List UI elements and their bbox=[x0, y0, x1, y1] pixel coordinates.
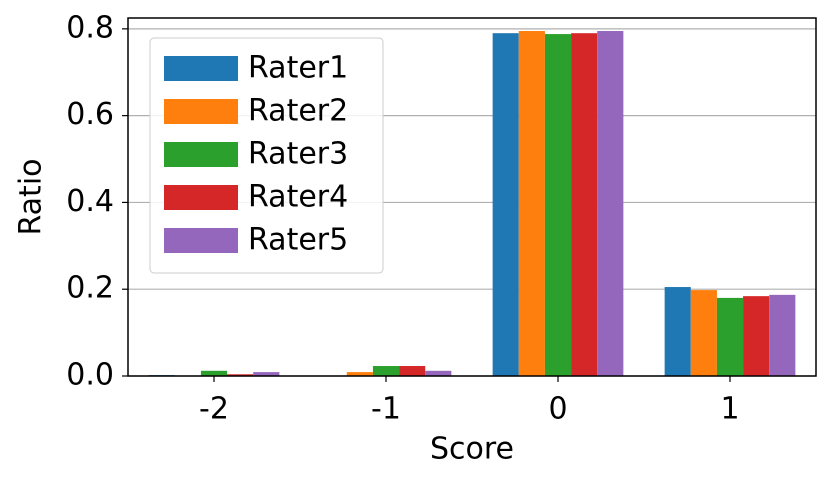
y-tick-label: 0.4 bbox=[66, 184, 114, 219]
bar bbox=[346, 372, 373, 376]
x-tick-label: 1 bbox=[720, 392, 739, 427]
bar bbox=[372, 366, 400, 376]
bar bbox=[518, 31, 545, 376]
bar bbox=[200, 370, 228, 376]
legend-swatch bbox=[164, 99, 238, 124]
bar bbox=[664, 287, 691, 376]
bar bbox=[690, 290, 717, 376]
bar bbox=[399, 366, 426, 376]
bar bbox=[253, 372, 280, 376]
bar bbox=[716, 297, 744, 376]
legend-swatch bbox=[164, 56, 238, 81]
y-tick-label: 0.8 bbox=[66, 10, 114, 45]
bar bbox=[492, 33, 519, 377]
x-tick-label: -1 bbox=[371, 392, 401, 427]
legend-label: Rater3 bbox=[248, 137, 348, 172]
legend-swatch bbox=[164, 228, 238, 253]
bar bbox=[227, 374, 254, 376]
legend-label: Rater1 bbox=[248, 51, 348, 86]
x-axis-label: Score bbox=[430, 432, 514, 467]
legend-swatch bbox=[164, 185, 238, 210]
legend-label: Rater4 bbox=[248, 180, 348, 215]
legend-label: Rater5 bbox=[248, 223, 348, 258]
x-tick-label: 0 bbox=[548, 392, 567, 427]
bar bbox=[571, 33, 598, 377]
legend-swatch bbox=[164, 142, 238, 167]
bar bbox=[544, 34, 572, 376]
x-tick-label: -2 bbox=[199, 392, 229, 427]
bar bbox=[769, 294, 796, 376]
legend-box bbox=[149, 37, 384, 274]
plot-frame bbox=[127, 17, 817, 377]
legend: Rater1 Rater2 Rater3 Rater4 Rater5 bbox=[149, 37, 384, 274]
y-axis-label: Ratio bbox=[14, 158, 49, 235]
y-tick-label: 0.2 bbox=[66, 271, 114, 306]
y-tick-label: 0.6 bbox=[66, 97, 114, 132]
bar bbox=[425, 370, 452, 376]
bar bbox=[743, 296, 770, 376]
y-tick-label: 0.0 bbox=[66, 358, 114, 393]
bar bbox=[597, 31, 624, 376]
legend-label: Rater2 bbox=[248, 94, 348, 129]
